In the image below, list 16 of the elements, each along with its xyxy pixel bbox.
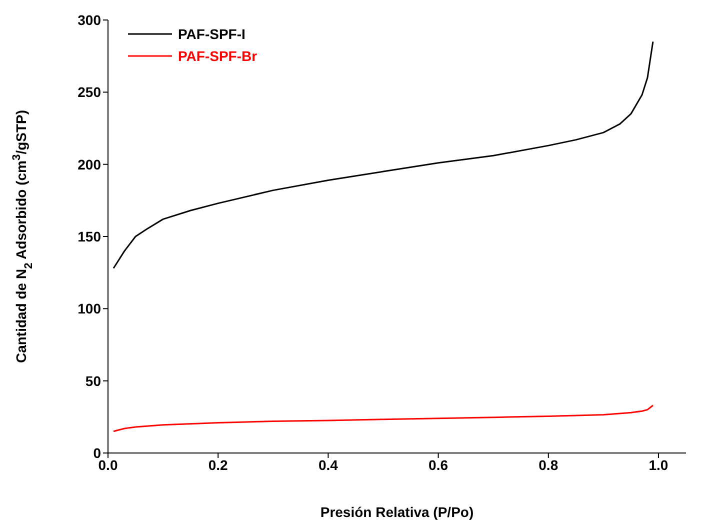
line-series: [112, 404, 654, 432]
y-tick-label: 50: [85, 372, 102, 389]
line-series: [112, 40, 654, 270]
y-tick-label: 200: [78, 156, 102, 172]
x-tick-label: 0.4: [318, 456, 338, 473]
legend-label: PAF-SPF-I: [178, 26, 246, 42]
x-tick-label: 0.8: [538, 456, 558, 473]
legend-label: PAF-SPF-Br: [178, 48, 258, 64]
x-tick-label: 0.2: [208, 456, 228, 473]
x-axis-title: Presión Relativa (P/Po): [320, 504, 474, 520]
x-tick-label: 0.6: [428, 456, 448, 473]
y-tick-label: 250: [78, 84, 102, 100]
y-tick-label: 100: [78, 300, 102, 317]
x-tick-label: 1.0: [648, 456, 668, 473]
y-tick-label: 300: [78, 12, 102, 28]
y-tick-label: 150: [78, 228, 102, 244]
